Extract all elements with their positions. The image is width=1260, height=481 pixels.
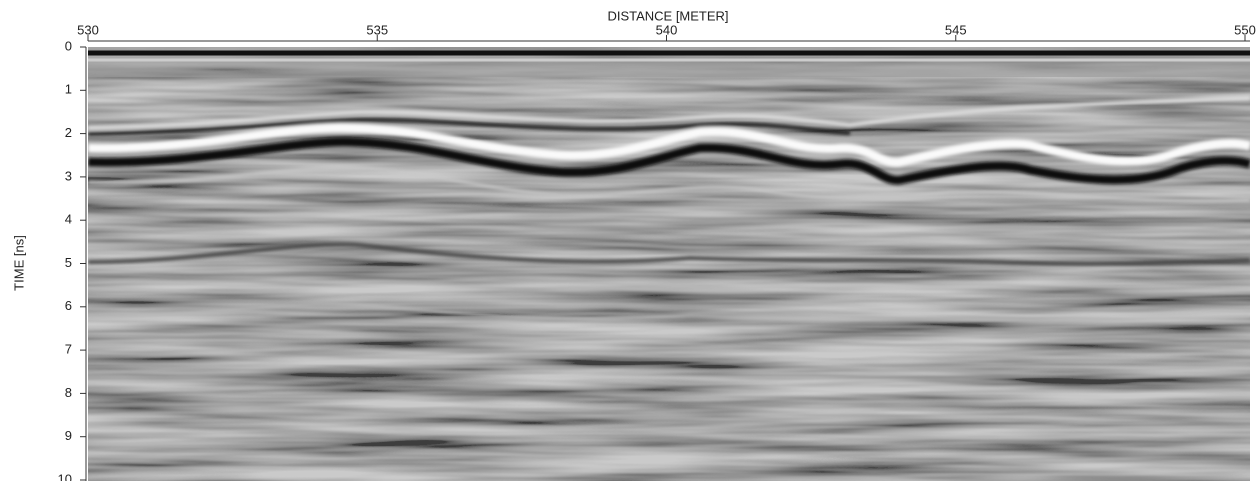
x-tick-label: 535	[366, 22, 388, 37]
x-tick-label: 540	[656, 22, 678, 37]
y-axis-label: TIME [ns]	[11, 235, 26, 291]
y-tick-label: 9	[65, 428, 72, 443]
x-axis-label: DISTANCE [METER]	[607, 8, 728, 23]
y-tick-label: 3	[65, 168, 72, 183]
x-tick-label: 545	[945, 22, 967, 37]
y-tick-label: 5	[65, 255, 72, 270]
y-tick-label: 6	[65, 298, 72, 313]
radargram-image	[88, 47, 1250, 481]
y-tick-label: 10	[58, 471, 72, 481]
y-tick-label: 7	[65, 342, 72, 357]
y-tick-label: 8	[65, 385, 72, 400]
y-tick-label: 1	[65, 82, 72, 97]
y-tick-label: 2	[65, 125, 72, 140]
x-tick-label: 550	[1234, 22, 1256, 37]
y-tick-label: 4	[65, 212, 72, 227]
x-tick-label: 530	[77, 22, 99, 37]
y-tick-label: 0	[65, 38, 72, 53]
